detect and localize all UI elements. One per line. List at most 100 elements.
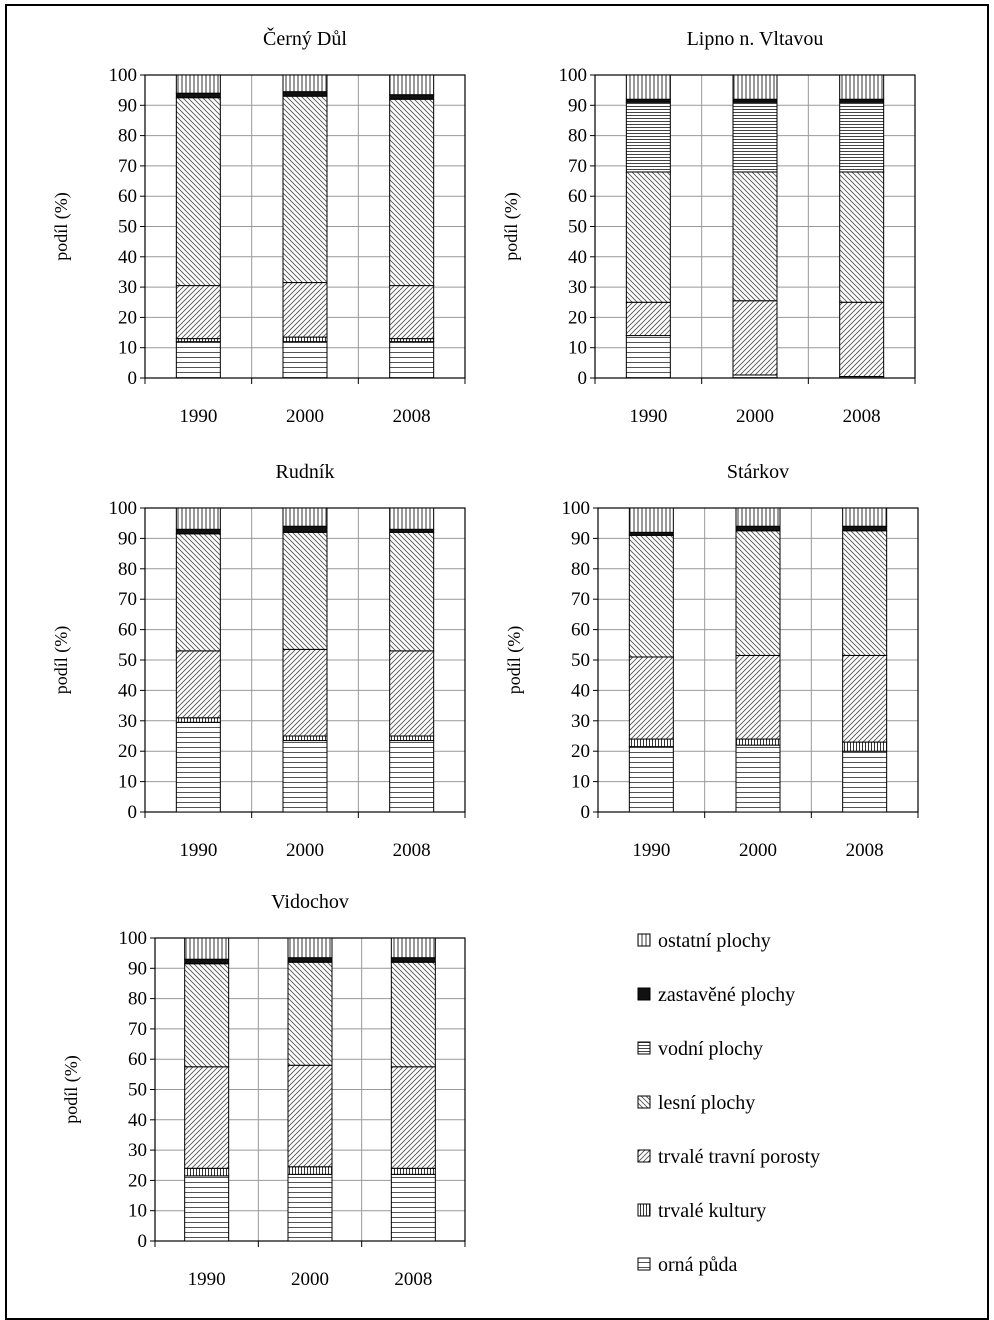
y-tick-label: 10 bbox=[568, 338, 587, 359]
bar-segment-trvale-travni-porosty bbox=[184, 1066, 230, 1169]
y-tick-label: 40 bbox=[571, 680, 590, 701]
y-tick-label: 10 bbox=[128, 1201, 147, 1222]
y-tick-label: 40 bbox=[568, 247, 587, 268]
bar-segment-trvale-travni-porosty bbox=[732, 300, 778, 376]
bar-segment-trvale-travni-porosty bbox=[175, 650, 221, 719]
y-tick-label: 90 bbox=[118, 95, 137, 116]
x-tick-label: 2008 bbox=[393, 840, 431, 861]
y-axis-label: podíl (%) bbox=[61, 1055, 82, 1123]
y-tick-label: 30 bbox=[118, 711, 137, 732]
bar-segment-orna-puda bbox=[389, 341, 435, 379]
y-tick-label: 0 bbox=[581, 802, 591, 823]
chart-starkov: 0 10 20 30 40 50 60 70 80 90 100 1990 2000 2008 Stárko… bbox=[504, 461, 919, 861]
bar-segment-ostatni-plochy bbox=[287, 937, 333, 959]
bar-segment-trvale-travni-porosty bbox=[389, 650, 435, 737]
bar-segment-zastavene-plochy bbox=[389, 94, 435, 100]
legend-label: trvalé travní porosty bbox=[658, 1146, 820, 1168]
bar-segment-lesni-plochy bbox=[282, 531, 328, 650]
y-tick-label: 50 bbox=[571, 650, 590, 671]
y-tick-label: 100 bbox=[109, 498, 138, 519]
chart-title: Stárkov bbox=[727, 461, 789, 483]
bar-segment-trvale-kultury bbox=[390, 1167, 436, 1175]
legend-item-orna-puda: orná půda bbox=[637, 1254, 738, 1276]
bar-segment-lesni-plochy bbox=[389, 98, 435, 287]
bar-segment-orna-puda bbox=[184, 1175, 230, 1242]
bar-segment-ostatni-plochy bbox=[735, 507, 781, 527]
y-tick-label: 40 bbox=[118, 680, 137, 701]
bar-segment-lesni-plochy bbox=[842, 530, 888, 656]
legend-item-ostatni-plochy: ostatní plochy bbox=[637, 930, 771, 952]
y-tick-label: 20 bbox=[118, 741, 137, 762]
y-tick-label: 70 bbox=[568, 156, 587, 177]
bar-segment-vodni-plochy bbox=[625, 101, 671, 173]
y-tick-label: 10 bbox=[571, 772, 590, 793]
bar-segment-lesni-plochy bbox=[282, 95, 328, 284]
y-tick-label: 60 bbox=[571, 620, 590, 641]
bar-segment-trvale-travni-porosty bbox=[287, 1064, 333, 1168]
bar-segment-lesni-plochy bbox=[735, 530, 781, 656]
bar-segment-zastavene-plochy bbox=[184, 958, 230, 965]
bar-segment-lesni-plochy bbox=[390, 961, 436, 1068]
bar-segment-ostatni-plochy bbox=[842, 507, 888, 527]
bar-segment-trvale-travni-porosty bbox=[735, 654, 781, 740]
legend-item-trvale-travni-porosty: trvalé travní porosty bbox=[637, 1146, 820, 1168]
bar-segment-ostatni-plochy bbox=[389, 507, 435, 530]
bar-segment-ostatni-plochy bbox=[282, 74, 328, 93]
bar-segment-lesni-plochy bbox=[184, 963, 230, 1068]
x-tick-label: 2000 bbox=[286, 406, 324, 427]
bar-segment-orna-puda bbox=[735, 744, 781, 813]
bar-segment-orna-puda bbox=[390, 1173, 436, 1242]
x-tick-label: 2000 bbox=[739, 840, 777, 861]
bar-segment-orna-puda bbox=[628, 746, 674, 813]
legend-label: zastavěné plochy bbox=[658, 984, 795, 1006]
x-tick-label: 2008 bbox=[394, 1269, 432, 1290]
y-tick-label: 0 bbox=[128, 368, 138, 389]
y-tick-label: 90 bbox=[128, 958, 147, 979]
bar-segment-ostatni-plochy bbox=[628, 507, 674, 533]
y-tick-label: 60 bbox=[568, 186, 587, 207]
y-tick-label: 50 bbox=[568, 217, 587, 238]
y-tick-label: 100 bbox=[559, 65, 588, 86]
y-tick-label: 80 bbox=[118, 126, 137, 147]
y-tick-label: 0 bbox=[578, 368, 588, 389]
chart-title: Vidochov bbox=[271, 891, 349, 913]
bar-segment-zastavene-plochy bbox=[282, 91, 328, 97]
x-tick-label: 2008 bbox=[843, 406, 881, 427]
bar-segment-ostatni-plochy bbox=[389, 74, 435, 96]
bar-segment-orna-puda bbox=[625, 335, 671, 379]
bar-segment-lesni-plochy bbox=[175, 533, 221, 652]
x-tick-label: 1990 bbox=[179, 840, 217, 861]
bar-segment-orna-puda bbox=[282, 740, 328, 813]
bar-segment-trvale-kultury bbox=[287, 1166, 333, 1175]
legend-item-lesni-plochy: lesní plochy bbox=[637, 1092, 755, 1114]
y-tick-label: 70 bbox=[571, 589, 590, 610]
y-tick-label: 40 bbox=[128, 1110, 147, 1131]
legend-swatch bbox=[637, 1203, 651, 1217]
bar-segment-ostatni-plochy bbox=[175, 507, 221, 530]
bar-segment-trvale-kultury bbox=[842, 741, 888, 752]
bar-segment-trvale-travni-porosty bbox=[389, 285, 435, 340]
legend-item-zastavene-plochy: zastavěné plochy bbox=[637, 984, 795, 1006]
y-tick-label: 100 bbox=[109, 65, 138, 86]
x-tick-label: 1990 bbox=[188, 1269, 226, 1290]
x-tick-label: 1990 bbox=[179, 406, 217, 427]
x-tick-label: 2000 bbox=[291, 1269, 329, 1290]
y-tick-label: 90 bbox=[571, 528, 590, 549]
legend-item-trvale-kultury: trvalé kultury bbox=[637, 1200, 766, 1222]
x-tick-label: 2008 bbox=[393, 406, 431, 427]
bar-segment-zastavene-plochy bbox=[842, 525, 888, 532]
legend-label: ostatní plochy bbox=[658, 930, 771, 952]
bar-segment-orna-puda bbox=[175, 341, 221, 379]
bar-segment-trvale-travni-porosty bbox=[839, 301, 885, 377]
legend-label: lesní plochy bbox=[658, 1092, 755, 1114]
bar-segment-trvale-travni-porosty bbox=[625, 301, 671, 337]
y-tick-label: 20 bbox=[118, 307, 137, 328]
y-tick-label: 90 bbox=[118, 528, 137, 549]
bar-segment-lesni-plochy bbox=[287, 961, 333, 1066]
y-axis-label: podíl (%) bbox=[51, 192, 72, 260]
y-axis-label: podíl (%) bbox=[501, 192, 522, 260]
bar-segment-trvale-kultury bbox=[628, 738, 674, 748]
bar-segment-ostatni-plochy bbox=[390, 937, 436, 959]
y-tick-label: 0 bbox=[128, 802, 138, 823]
